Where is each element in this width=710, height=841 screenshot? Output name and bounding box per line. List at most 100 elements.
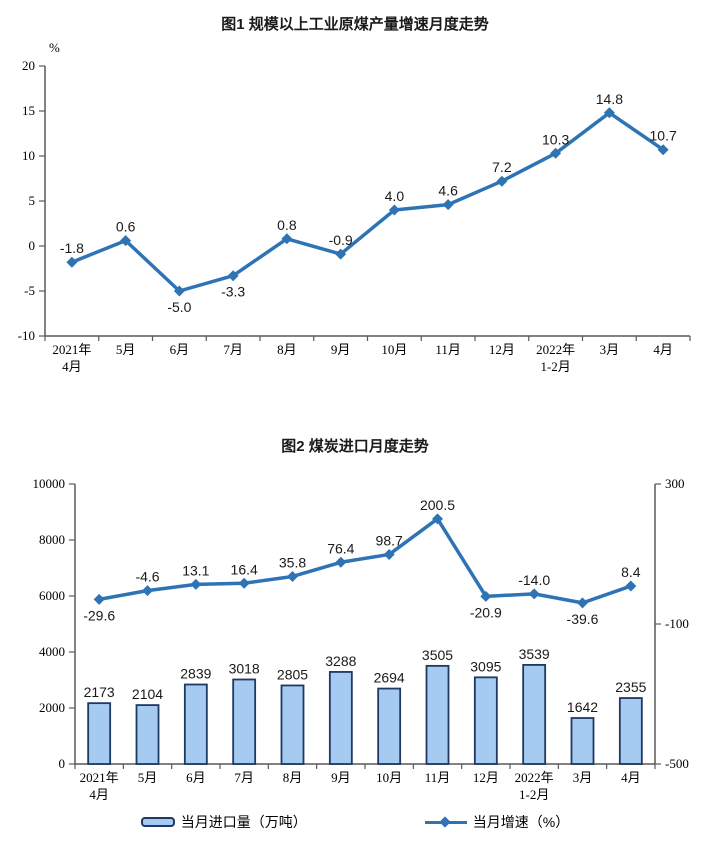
x-tick-label: 2021年 <box>52 342 91 357</box>
data-label: 0.6 <box>116 219 136 235</box>
y-tick-label: 10 <box>22 148 35 163</box>
y-tick-label-right: 300 <box>665 476 685 491</box>
bar <box>377 687 402 765</box>
bar <box>328 671 353 765</box>
x-tick-label: 4月 <box>621 770 641 785</box>
x-tick-label: 12月 <box>489 342 515 357</box>
figure1-canvas: 20 15 10 5 0 -5 -10% 2021年 4月 5月 6月 7月 8月 9月 10月 11月 12月… <box>18 40 691 374</box>
data-label: 16.4 <box>231 561 258 577</box>
bar-label: 3505 <box>422 647 453 663</box>
data-label: 98.7 <box>376 532 403 548</box>
bar <box>135 704 160 765</box>
x-tick-label: 2021年 <box>80 770 119 785</box>
bar <box>522 664 547 765</box>
bar-label: 3095 <box>470 658 501 674</box>
bar-label: 3288 <box>325 653 356 669</box>
data-label: -3.3 <box>221 284 245 300</box>
data-point-marker <box>281 233 293 245</box>
x-tick-label: 2022年 <box>515 770 554 785</box>
x-tick-label: 10月 <box>376 770 402 785</box>
data-point-marker <box>335 556 347 568</box>
data-point-marker <box>190 578 202 590</box>
data-label: -1.8 <box>60 240 84 256</box>
data-point-marker <box>442 199 454 211</box>
data-point-marker <box>383 548 395 560</box>
figure1-title: 图1 规模以上工业原煤产量增速月度走势 <box>221 16 489 33</box>
data-label: -5.0 <box>167 299 191 315</box>
data-point-marker <box>625 580 637 592</box>
x-tick-label: 8月 <box>283 770 303 785</box>
bar-label: 2104 <box>132 686 163 702</box>
data-label: 8.4 <box>621 564 641 580</box>
figure1: 图1 规模以上工业原煤产量增速月度走势 20 15 10 5 0 -5 -10% 2021年 4… <box>0 0 710 388</box>
data-label: -14.0 <box>518 572 550 588</box>
bar-label: 2173 <box>84 684 115 700</box>
data-label: 76.4 <box>327 540 354 556</box>
bar <box>232 678 257 765</box>
data-label: -20.9 <box>470 604 502 620</box>
bar-label: 2694 <box>374 670 405 686</box>
data-label: 200.5 <box>420 497 455 513</box>
figure2-title: 图2 煤炭进口月度走势 <box>281 438 429 455</box>
data-point-marker <box>287 570 298 582</box>
x-tick-label: 5月 <box>138 770 158 785</box>
bar-label: 2805 <box>277 666 308 682</box>
bar <box>473 676 498 765</box>
x-tick-label: 10月 <box>381 342 407 357</box>
x-tick-label: 1-2月 <box>540 359 570 374</box>
data-point-marker <box>93 593 105 605</box>
bar <box>425 664 450 765</box>
y-tick-label-left: 8000 <box>39 532 65 547</box>
data-point-marker <box>238 577 250 589</box>
bar <box>618 697 643 765</box>
x-tick-label: 3月 <box>573 770 593 785</box>
bar <box>183 683 208 765</box>
y-tick-label-left: 4000 <box>39 644 65 659</box>
data-label: -0.9 <box>329 232 353 248</box>
data-point-marker <box>550 147 562 159</box>
data-label: 4.0 <box>385 188 405 204</box>
x-tick-label: 9月 <box>331 342 351 357</box>
x-tick-label: 6月 <box>170 342 190 357</box>
x-tick-label: 4月 <box>89 787 109 802</box>
bar <box>87 702 112 765</box>
data-point-marker <box>480 590 492 602</box>
bar <box>280 684 305 765</box>
figure2-canvas: 0 2000 4000 6000 8000 10000 300 -100 -500 2021年 4月… <box>33 476 689 802</box>
data-label: 14.8 <box>596 91 623 107</box>
data-label: 35.8 <box>279 554 306 570</box>
legend-label-growth: 当月增速（%） <box>472 814 570 830</box>
y-tick-label-right: -100 <box>665 616 689 631</box>
x-tick-label: 11月 <box>425 770 451 785</box>
x-tick-label: 4月 <box>62 359 82 374</box>
data-point-marker <box>603 107 615 119</box>
x-tick-label: 5月 <box>116 342 136 357</box>
data-point-marker <box>173 285 185 297</box>
data-point-marker <box>657 144 669 156</box>
y-tick-label-left: 6000 <box>39 588 65 603</box>
bar-swatch-icon <box>140 817 175 827</box>
line-series <box>70 111 665 293</box>
data-point-marker <box>66 256 78 268</box>
bar-label: 1642 <box>567 699 598 715</box>
x-tick-label: 3月 <box>600 342 620 357</box>
y-tick-label-left: 10000 <box>33 476 66 491</box>
y-tick-label: 5 <box>29 193 36 208</box>
x-tick-label: 7月 <box>223 342 243 357</box>
y-tick-label-left: 0 <box>59 756 66 771</box>
x-tick-label: 6月 <box>186 770 206 785</box>
data-label: 4.6 <box>438 183 458 199</box>
x-tick-label: 8月 <box>277 342 297 357</box>
bar-label: 2355 <box>615 679 646 695</box>
y-tick-label-right: -500 <box>665 756 689 771</box>
data-point-marker <box>577 597 588 609</box>
data-label: 10.3 <box>542 131 569 147</box>
figure2: 图2 煤炭进口月度走势 0 2000 4000 6000 8000 10000 300 -10… <box>0 436 710 834</box>
data-point-marker <box>388 204 400 216</box>
x-tick-label: 7月 <box>234 770 254 785</box>
data-point-marker <box>528 588 540 600</box>
bar <box>570 717 595 765</box>
data-label: -4.6 <box>135 569 159 585</box>
x-tick-label: 12月 <box>473 770 499 785</box>
data-point-marker <box>432 513 443 525</box>
